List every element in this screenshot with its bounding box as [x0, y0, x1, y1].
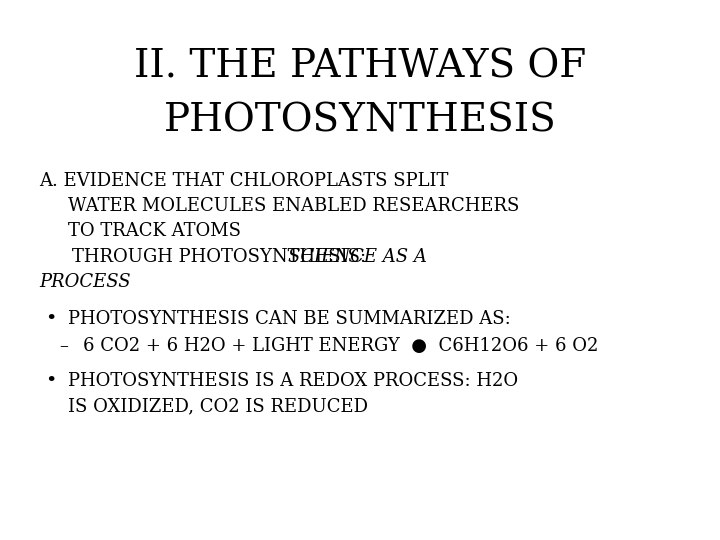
- Text: –: –: [59, 336, 68, 355]
- Text: PHOTOSYNTHESIS CAN BE SUMMARIZED AS:: PHOTOSYNTHESIS CAN BE SUMMARIZED AS:: [68, 309, 511, 328]
- Text: PROCESS: PROCESS: [40, 273, 131, 291]
- Text: PHOTOSYNTHESIS IS A REDOX PROCESS: H2O: PHOTOSYNTHESIS IS A REDOX PROCESS: H2O: [68, 372, 518, 390]
- Text: A. EVIDENCE THAT CHLOROPLASTS SPLIT: A. EVIDENCE THAT CHLOROPLASTS SPLIT: [40, 172, 449, 190]
- Text: •: •: [45, 309, 56, 328]
- Text: •: •: [45, 372, 56, 390]
- Text: II. THE PATHWAYS OF: II. THE PATHWAYS OF: [134, 49, 586, 86]
- Text: TO TRACK ATOMS: TO TRACK ATOMS: [68, 222, 241, 240]
- Text: SCIENCE AS A: SCIENCE AS A: [288, 247, 427, 266]
- Text: 6 CO2 + 6 H2O + LIGHT ENERGY  ●  C6H12O6 + 6 O2: 6 CO2 + 6 H2O + LIGHT ENERGY ● C6H12O6 +…: [83, 336, 598, 355]
- Text: WATER MOLECULES ENABLED RESEARCHERS: WATER MOLECULES ENABLED RESEARCHERS: [68, 197, 520, 215]
- Text: THROUGH PHOTOSYNTHESIS:: THROUGH PHOTOSYNTHESIS:: [72, 247, 372, 266]
- Text: IS OXIDIZED, CO2 IS REDUCED: IS OXIDIZED, CO2 IS REDUCED: [68, 397, 369, 415]
- Text: PHOTOSYNTHESIS: PHOTOSYNTHESIS: [163, 103, 557, 140]
